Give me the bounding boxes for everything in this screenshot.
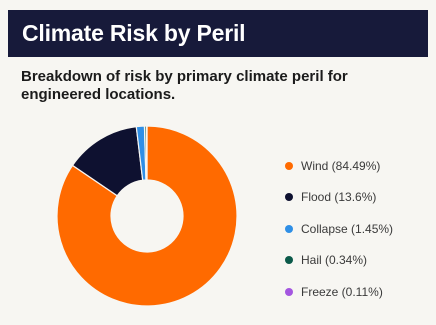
legend-item-flood[interactable]: Flood (13.6%) — [285, 182, 435, 214]
legend-label-collapse: Collapse (1.45%) — [301, 222, 393, 236]
chart-legend: Wind (84.49%) Flood (13.6%) Collapse (1.… — [285, 150, 435, 308]
donut-slice-freeze[interactable] — [146, 126, 147, 180]
legend-swatch-flood — [285, 193, 293, 201]
legend-swatch-freeze — [285, 288, 293, 296]
legend-swatch-hail — [285, 256, 293, 264]
legend-swatch-collapse — [285, 225, 293, 233]
legend-label-hail: Hail (0.34%) — [301, 253, 367, 267]
legend-item-freeze[interactable]: Freeze (0.11%) — [285, 276, 435, 308]
legend-label-flood: Flood (13.6%) — [301, 190, 376, 204]
legend-label-wind: Wind (84.49%) — [301, 159, 380, 173]
legend-item-collapse[interactable]: Collapse (1.45%) — [285, 213, 435, 245]
legend-item-wind[interactable]: Wind (84.49%) — [285, 150, 435, 182]
legend-label-freeze: Freeze (0.11%) — [301, 285, 383, 299]
legend-item-hail[interactable]: Hail (0.34%) — [285, 245, 435, 277]
legend-swatch-wind — [285, 162, 293, 170]
